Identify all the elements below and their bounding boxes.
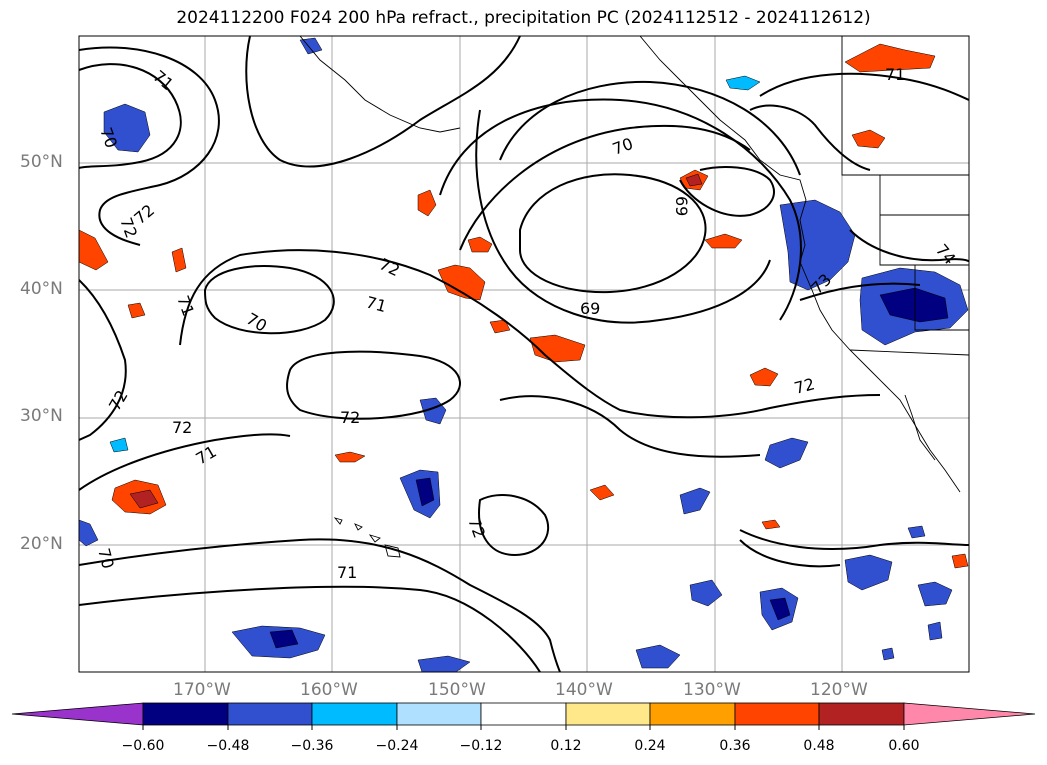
colorbar-tick-label: −0.48 <box>207 738 250 754</box>
colorbar-tick-label: −0.36 <box>291 738 334 754</box>
colorbar-tick-label: 0.24 <box>634 738 665 754</box>
lat-label-40n: 40°N <box>20 279 63 299</box>
lat-label-20n: 20°N <box>20 534 63 554</box>
lon-label-120w: 120°W <box>810 680 868 700</box>
lon-label-140w: 140°W <box>555 680 613 700</box>
colorbar-tick-label: 0.60 <box>888 738 919 754</box>
colorbar-tick-label: 0.12 <box>550 738 581 754</box>
colorbar-extend-low <box>12 703 143 725</box>
colorbar-tick-label: 0.48 <box>803 738 834 754</box>
colorbar-tick-label: −0.60 <box>122 738 165 754</box>
plot-area <box>79 36 969 672</box>
lat-label-50n: 50°N <box>20 152 63 172</box>
contour-label: 71 <box>337 563 357 582</box>
contour-label: 69 <box>580 299 600 318</box>
colorbar-tick-label: 0.36 <box>719 738 750 754</box>
lon-label-130w: 130°W <box>683 680 741 700</box>
contour-label: 69 <box>672 196 691 216</box>
colorbar-tick-label: −0.24 <box>376 738 419 754</box>
lat-label-30n: 30°N <box>20 406 63 426</box>
colorbar <box>12 703 1035 730</box>
colorbar-tick-label: −0.12 <box>460 738 503 754</box>
contour-label: 72 <box>172 418 192 437</box>
colorbar-extend-high <box>904 703 1035 725</box>
lon-label-160w: 160°W <box>300 680 358 700</box>
lon-label-150w: 150°W <box>428 680 486 700</box>
lon-label-170w: 170°W <box>173 680 231 700</box>
contour-label: 72 <box>340 408 360 427</box>
contour-label: 71 <box>885 65 905 84</box>
